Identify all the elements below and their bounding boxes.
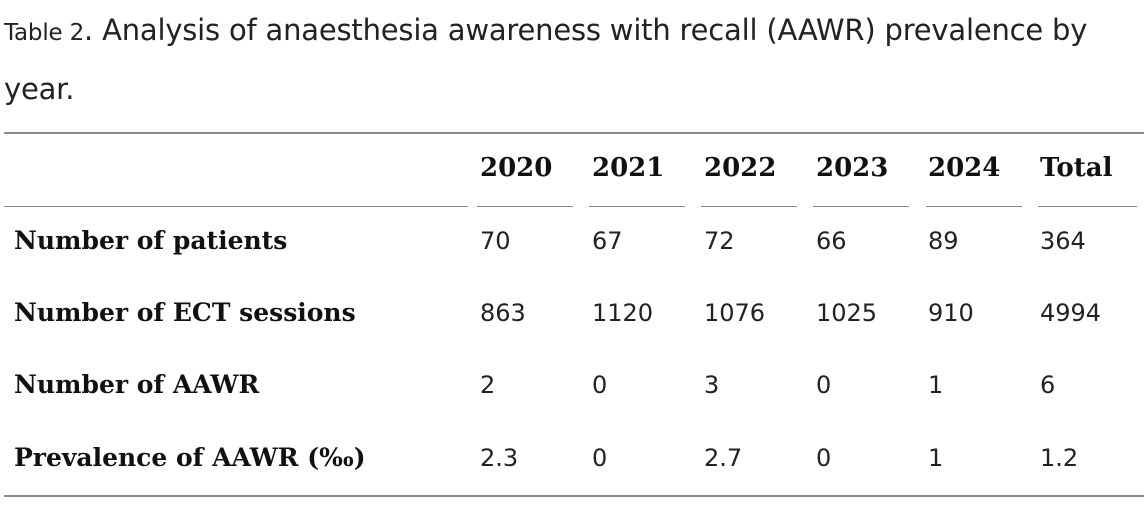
cell-patients-2024: 89: [928, 227, 959, 255]
header-rule-2021: [589, 206, 685, 207]
table-caption: Table 2. Analysis of anaesthesia awarene…: [4, 2, 1134, 117]
cell-ect-total: 4994: [1040, 299, 1102, 327]
header-rule-2024: [926, 206, 1022, 207]
header-rule-total: [1038, 206, 1137, 207]
cell-patients-total: 364: [1040, 227, 1086, 255]
cell-patients-2021: 67: [592, 227, 623, 255]
column-header-2024: 2024: [928, 153, 1001, 183]
row-label-aawr: Number of AAWR: [14, 370, 260, 399]
column-header-2021: 2021: [592, 153, 665, 183]
header-rule-2023: [813, 206, 909, 207]
cell-patients-2022: 72: [704, 227, 735, 255]
cell-aawr-2024: 1: [928, 371, 944, 399]
header-rule-label: [4, 206, 468, 207]
cell-prevalence-total: 1.2: [1040, 444, 1079, 472]
column-header-2023: 2023: [816, 153, 889, 183]
table-bottom-rule: [4, 495, 1144, 497]
row-label-patients: Number of patients: [14, 226, 288, 255]
cell-ect-2022: 1076: [704, 299, 766, 327]
cell-prevalence-2022: 2.7: [704, 444, 743, 472]
cell-aawr-2020: 2: [480, 371, 496, 399]
table-caption-label: Table 2: [4, 20, 85, 46]
cell-aawr-2021: 0: [592, 371, 608, 399]
cell-prevalence-2021: 0: [592, 444, 608, 472]
cell-patients-2023: 66: [816, 227, 847, 255]
cell-ect-2023: 1025: [816, 299, 878, 327]
cell-aawr-2022: 3: [704, 371, 720, 399]
cell-prevalence-2020: 2.3: [480, 444, 519, 472]
column-header-2022: 2022: [704, 153, 777, 183]
cell-ect-2020: 863: [480, 299, 526, 327]
table-top-rule: [4, 132, 1144, 134]
header-rule-2022: [701, 206, 797, 207]
cell-prevalence-2024: 1: [928, 444, 944, 472]
cell-aawr-total: 6: [1040, 371, 1056, 399]
cell-prevalence-2023: 0: [816, 444, 832, 472]
cell-patients-2020: 70: [480, 227, 511, 255]
row-label-prevalence: Prevalence of AAWR (‰): [14, 443, 366, 472]
column-header-2020: 2020: [480, 153, 553, 183]
column-header-total: Total: [1040, 153, 1113, 183]
cell-aawr-2023: 0: [816, 371, 832, 399]
cell-ect-2024: 910: [928, 299, 974, 327]
header-rule-2020: [477, 206, 573, 207]
table-caption-text: . Analysis of anaesthesia awareness with…: [4, 13, 1088, 106]
cell-ect-2021: 1120: [592, 299, 654, 327]
row-label-ect-sessions: Number of ECT sessions: [14, 298, 356, 327]
